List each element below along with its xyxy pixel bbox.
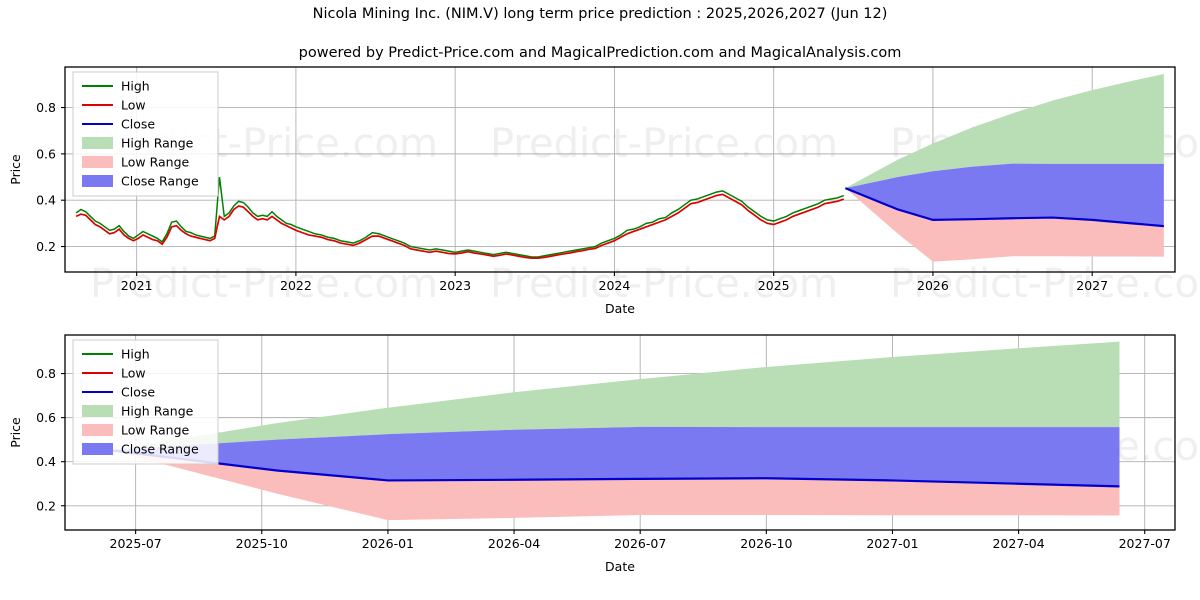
x-tick-label: 2021: [121, 278, 153, 293]
x-tick-label: 2025-07: [110, 536, 162, 551]
x-tick-label: 2026-10: [740, 536, 792, 551]
y-tick-label: 0.8: [36, 366, 56, 381]
legend-patch-swatch: [82, 405, 113, 417]
x-tick-label: 2027: [1076, 278, 1108, 293]
legend-patch-swatch: [82, 443, 113, 455]
history-high-line: [75, 176, 845, 258]
axes-frame: [64, 334, 1176, 531]
legend-item-label: Low: [121, 366, 146, 381]
legend-item-label: High Range: [121, 404, 194, 419]
legend-item-label: High Range: [121, 136, 194, 151]
axes-frame: [64, 66, 1176, 273]
page-subtitle: powered by Predict-Price.com and Magical…: [298, 45, 902, 61]
x-tick-label: 2026: [917, 278, 949, 293]
axis-ticks: 0.2 0.4 0.6 0.8 2025-07 2025-10 2026-01 2026-04…: [36, 366, 1171, 551]
x-tick-label: 2027-07: [1119, 536, 1171, 551]
x-tick-label: 2027-04: [992, 536, 1044, 551]
bottom-chart: Predict-Price.comPredict-Price.comPredic…: [8, 334, 1200, 574]
watermark: Predict-Price.com Predict-Price.com Predic…: [90, 121, 1200, 307]
watermark-text: Predict-Price.com: [490, 121, 838, 167]
close-forecast-line: [110, 449, 1120, 488]
page-title: Nicola Mining Inc. (NIM.V) long term pri…: [312, 6, 888, 22]
close-range-band: [845, 163, 1164, 227]
legend: High Low Close High Range Low Range Close Ran…: [72, 339, 219, 465]
x-tick-label: 2026-04: [488, 536, 540, 551]
watermark-text: Predict-Price.com: [490, 261, 838, 307]
y-tick-label: 0.2: [36, 498, 56, 513]
watermark-text: Predict-Price.com: [890, 261, 1200, 307]
x-tick-label: 2027-01: [866, 536, 918, 551]
legend-patch-swatch: [82, 175, 113, 187]
high-range-band: [845, 73, 1164, 189]
low-range-band: [110, 450, 1120, 521]
x-axis-label: Date: [605, 559, 635, 574]
axis-ticks: 0.2 0.4 0.6 0.8 2021 2022 2023 2024 2025 2026 2027: [36, 100, 1108, 293]
legend-patch-swatch: [82, 137, 113, 149]
x-tick-label: 2026-07: [614, 536, 666, 551]
legend-item-label: Low Range: [121, 155, 190, 170]
y-axis-label: Price: [8, 417, 23, 448]
x-tick-label: 2023: [439, 278, 471, 293]
close-range-band: [110, 426, 1120, 487]
x-tick-label: 2024: [599, 278, 631, 293]
legend-patch-swatch: [82, 424, 113, 436]
x-tick-label: 2025: [758, 278, 790, 293]
legend-item-label: Low Range: [121, 423, 190, 438]
legend: High Low Close High Range Low Range Close Ran…: [72, 71, 219, 197]
y-tick-label: 0.4: [36, 193, 56, 208]
y-tick-label: 0.4: [36, 454, 56, 469]
y-tick-label: 0.8: [36, 100, 56, 115]
legend-item-label: High: [121, 347, 150, 362]
close-forecast-line: [844, 187, 1164, 228]
legend-item-label: Close Range: [121, 442, 199, 457]
legend-item-label: Close Range: [121, 174, 199, 189]
y-axis-label: Price: [8, 154, 23, 185]
legend-item-label: Low: [121, 98, 146, 113]
plot-area: [75, 73, 1164, 262]
low-range-band: [845, 188, 1164, 262]
legend-item-label: Close: [121, 117, 155, 132]
y-tick-label: 0.2: [36, 239, 56, 254]
high-range-band: [110, 341, 1120, 451]
legend-item-label: High: [121, 79, 150, 94]
y-tick-label: 0.6: [36, 146, 56, 161]
x-axis-label: Date: [605, 301, 635, 316]
watermark-text: Predict-Price.com: [90, 261, 438, 307]
plot-area: [110, 341, 1120, 521]
x-tick-label: 2025-10: [236, 536, 288, 551]
x-tick-label: 2022: [280, 278, 312, 293]
x-tick-label: 2026-01: [362, 536, 414, 551]
history-low-line: [75, 193, 845, 259]
top-chart: Predict-Price.com Predict-Price.com Predic…: [8, 66, 1200, 316]
legend-item-label: Close: [121, 385, 155, 400]
y-tick-label: 0.6: [36, 410, 56, 425]
legend-patch-swatch: [82, 156, 113, 168]
